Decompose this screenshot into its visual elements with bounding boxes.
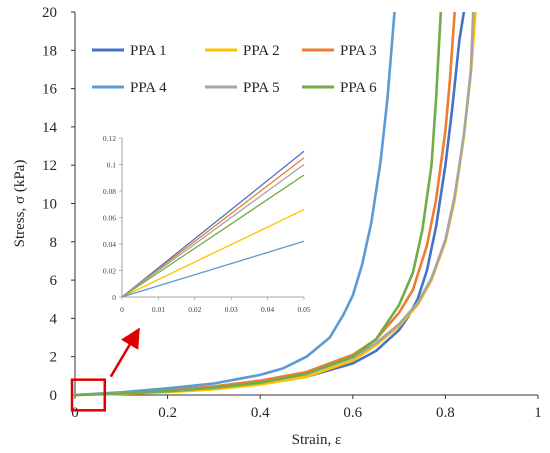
x-tick-label: 0.8 [436, 405, 455, 421]
y-tick-label: 8 [50, 235, 58, 251]
inset-series-line-ppa-2 [121, 209, 305, 298]
y-tick-label: 6 [50, 273, 58, 289]
inset-y-tick-label: 0 [112, 293, 116, 302]
x-tick-label: 0.6 [343, 405, 362, 421]
inset-y-tick-label: 0.04 [103, 240, 116, 249]
legend-label: PPA 2 [243, 43, 280, 59]
inset-x-tick-label: 0.04 [261, 305, 274, 314]
inset-y-tick-label: 0.1 [107, 161, 117, 170]
inset-x-tick-label: 0 [120, 305, 124, 314]
y-tick-label: 10 [42, 197, 57, 213]
x-tick-label: 0 [71, 405, 79, 421]
inset-series-line-ppa-1 [121, 150, 305, 298]
y-tick-label: 20 [42, 5, 57, 21]
y-tick-label: 14 [42, 120, 58, 136]
y-tick-label: 12 [42, 158, 57, 174]
y-axis-title: Stress, σ (kPa) [12, 160, 28, 248]
series-line-ppa-6 [73, 12, 443, 397]
inset-y-tick-label: 0.06 [103, 214, 116, 223]
x-axis-title: Strain, ε [292, 432, 342, 448]
x-tick-label: 0.4 [251, 405, 270, 421]
zoom-region-box [70, 378, 107, 412]
x-tick-label: 0.2 [158, 405, 177, 421]
y-tick-label: 18 [42, 43, 57, 59]
inset-series-line-ppa-3 [121, 157, 305, 298]
series-line-ppa-4 [73, 12, 396, 397]
legend-label: PPA 4 [130, 80, 167, 96]
y-tick-label: 2 [50, 350, 58, 366]
inset-y-tick-label: 0.12 [103, 134, 116, 143]
inset-series-line-ppa-5 [121, 163, 305, 298]
inset-series-line-ppa-6 [121, 174, 305, 298]
inset-x-tick-label: 0.03 [225, 305, 238, 314]
x-tick-label: 1 [534, 405, 542, 421]
inset-series-line-ppa-4 [121, 240, 305, 298]
inset-x-tick-label: 0.05 [297, 305, 310, 314]
inset-y-tick-label: 0.02 [103, 267, 116, 276]
y-tick-label: 0 [50, 388, 58, 404]
y-tick-label: 16 [42, 82, 58, 98]
y-tick-label: 4 [50, 311, 58, 327]
inset-x-tick-label: 0.02 [188, 305, 201, 314]
inset-y-tick-label: 0.08 [103, 187, 116, 196]
legend-label: PPA 3 [340, 43, 377, 59]
legend-label: PPA 1 [130, 43, 167, 59]
zoom-arrow [109, 327, 140, 378]
main-series-group [73, 12, 477, 397]
inset-x-tick-label: 0.01 [152, 305, 165, 314]
legend-label: PPA 5 [243, 80, 280, 96]
inset-chart: 0 0.02 0.04 0.06 0.08 0.1 0.12 0 0.01 0.02 0.03 0.0… [94, 130, 322, 321]
legend-label: PPA 6 [340, 80, 377, 96]
